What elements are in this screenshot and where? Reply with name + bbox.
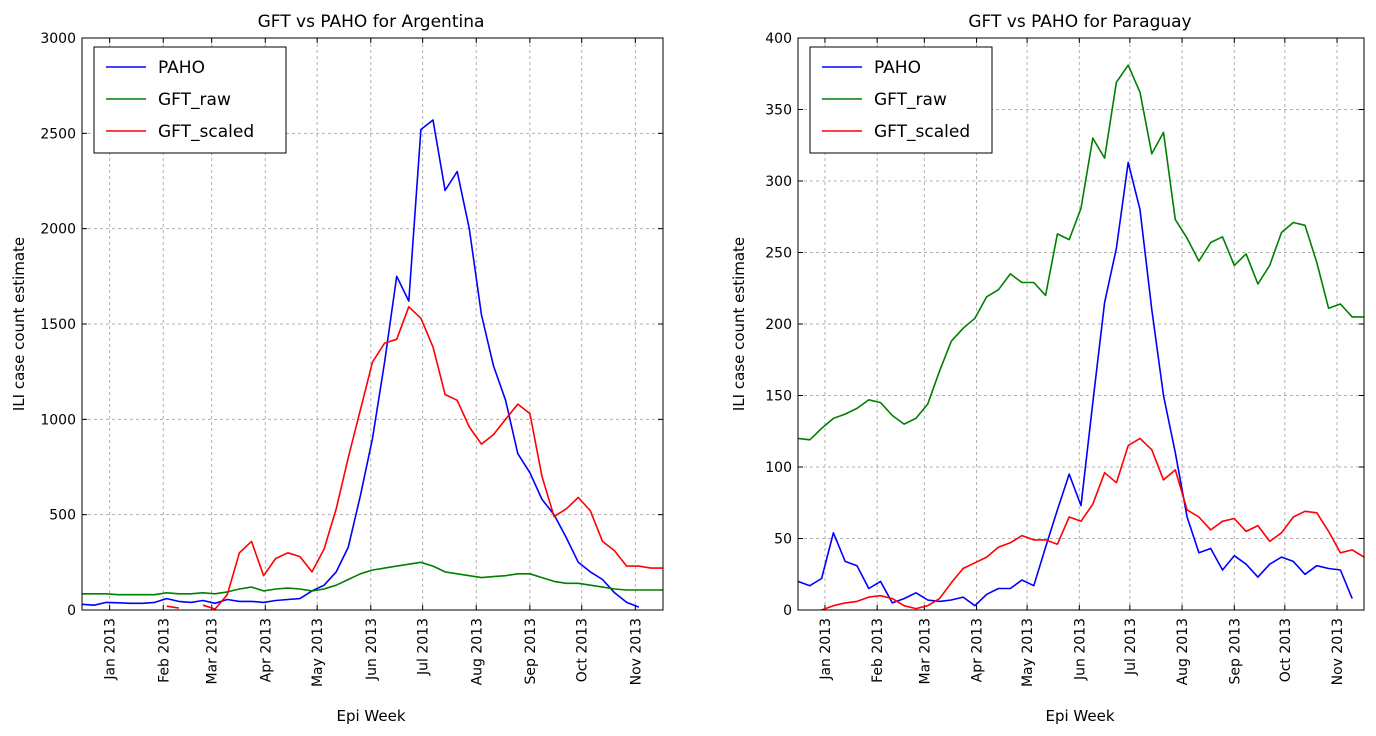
y-tick-label: 500 bbox=[49, 508, 76, 524]
plot-area: 0 50 100 150 200 250 300 350 400 Jan 2013 Feb 2013… bbox=[765, 31, 1365, 687]
y-axis-label: ILI case count estimate bbox=[730, 237, 748, 411]
legend-label: GFT_scaled bbox=[158, 122, 254, 142]
x-tick-label: Aug 2013 bbox=[1175, 618, 1191, 685]
x-axis-label: Epi Week bbox=[336, 707, 405, 725]
y-tick-label: 150 bbox=[765, 389, 792, 405]
legend-box bbox=[809, 46, 993, 154]
y-tick-label: 2500 bbox=[40, 126, 76, 142]
x-tick-label: Jan 2013 bbox=[818, 618, 834, 681]
x-tick-label: Oct 2013 bbox=[575, 618, 591, 682]
x-tick-label: Oct 2013 bbox=[1278, 618, 1294, 682]
y-tick-label: 0 bbox=[783, 603, 792, 619]
x-tick-label: May 2013 bbox=[1020, 618, 1036, 687]
x-tick-label: Jan 2013 bbox=[103, 618, 119, 681]
chart-title: GFT vs PAHO for Paraguay bbox=[968, 12, 1191, 32]
x-tick-label: Apr 2013 bbox=[258, 618, 274, 682]
x-axis-label: Epi Week bbox=[1045, 707, 1114, 725]
x-tick-label: Nov 2013 bbox=[628, 618, 644, 685]
y-tick-label: 200 bbox=[765, 317, 792, 333]
x-tick-label: Sep 2013 bbox=[1227, 618, 1243, 684]
x-tick-label: Jun 2013 bbox=[364, 618, 380, 681]
x-tick-label: Feb 2013 bbox=[870, 618, 886, 683]
series-line-gft-raw bbox=[82, 561, 663, 596]
argentina-chart: GFT vs PAHO for Argentina ILI case count… bbox=[10, 12, 664, 725]
y-axis-label: ILI case count estimate bbox=[10, 237, 28, 411]
x-tick-label: Feb 2013 bbox=[156, 618, 172, 683]
y-tick-label: 3000 bbox=[40, 31, 76, 47]
legend-label: GFT_raw bbox=[158, 90, 231, 110]
series-line-paho bbox=[82, 119, 640, 608]
plot-area: 0 500 1000 1500 2000 2500 3000 Jan 2013 Feb 2013… bbox=[40, 31, 664, 687]
y-tick-label: 100 bbox=[765, 460, 792, 476]
x-tick-label: Sep 2013 bbox=[523, 618, 539, 684]
x-tick-label: May 2013 bbox=[310, 618, 326, 687]
y-tick-label: 250 bbox=[765, 246, 792, 262]
y-tick-label: 0 bbox=[67, 603, 76, 619]
series-line-paho bbox=[798, 161, 1353, 607]
legend-label: GFT_scaled bbox=[874, 122, 970, 142]
x-tick-label: Mar 2013 bbox=[205, 618, 221, 685]
y-tick-label: 350 bbox=[765, 103, 792, 119]
y-tick-label: 400 bbox=[765, 31, 792, 47]
y-tick-label: 1000 bbox=[40, 412, 76, 428]
x-tick-label: Jul 2013 bbox=[1123, 618, 1139, 676]
x-tick-label: Nov 2013 bbox=[1330, 618, 1346, 685]
legend-label: PAHO bbox=[158, 58, 205, 78]
series-line-gft-scaled bbox=[821, 437, 1364, 610]
series-line-gft-scaled bbox=[166, 306, 663, 610]
x-tick-label: Aug 2013 bbox=[469, 618, 485, 685]
axes-frame bbox=[797, 37, 1365, 611]
paraguay-chart: GFT vs PAHO for Paraguay ILI case count … bbox=[730, 12, 1365, 725]
y-tick-label: 50 bbox=[774, 532, 792, 548]
x-tick-label: Jun 2013 bbox=[1072, 618, 1088, 681]
legend-box bbox=[93, 46, 287, 154]
legend-label: GFT_raw bbox=[874, 90, 947, 110]
legend: PAHO GFT_raw GFT_scaled bbox=[93, 46, 287, 154]
x-tick-label: Apr 2013 bbox=[970, 618, 986, 682]
legend-label: PAHO bbox=[874, 58, 921, 78]
axes-frame bbox=[81, 37, 664, 611]
legend: PAHO GFT_raw GFT_scaled bbox=[809, 46, 993, 154]
y-tick-label: 300 bbox=[765, 174, 792, 190]
x-tick-label: Mar 2013 bbox=[917, 618, 933, 685]
chart-title: GFT vs PAHO for Argentina bbox=[258, 12, 485, 32]
y-tick-label: 1500 bbox=[40, 317, 76, 333]
series-line-gft-raw bbox=[798, 64, 1364, 441]
y-tick-label: 2000 bbox=[40, 222, 76, 238]
x-tick-label: Jul 2013 bbox=[416, 618, 432, 676]
